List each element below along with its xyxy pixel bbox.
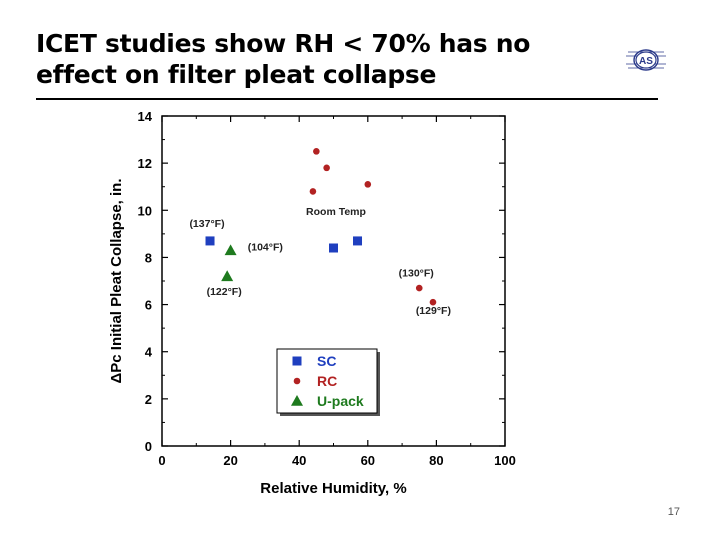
rc-point: [323, 164, 330, 172]
rc-point: [364, 181, 372, 188]
annotation-label: Room Temp: [306, 206, 366, 218]
y-tick-label: 6: [145, 298, 152, 313]
u-pack-point: [221, 270, 234, 282]
y-tick-label: 14: [138, 109, 153, 124]
y-tick-label: 0: [145, 439, 152, 454]
legend-label: U-pack: [317, 393, 364, 409]
y-tick-label: 10: [138, 203, 152, 218]
x-tick-label: 20: [223, 453, 237, 468]
rc-point: [313, 148, 320, 155]
x-tick-label: 0: [158, 453, 165, 468]
y-tick-label: 2: [145, 392, 152, 407]
legend-marker: [292, 356, 302, 366]
x-tick-label: 40: [292, 453, 306, 468]
title-divider: [36, 98, 658, 100]
u-pack-point: [224, 244, 237, 256]
legend-marker: [291, 395, 303, 406]
sc-point: [329, 243, 338, 253]
slide-title: ICET studies show RH < 70% has no effect…: [36, 29, 531, 89]
y-tick-label: 4: [145, 345, 153, 360]
y-tick-label: 12: [138, 156, 152, 171]
annotation-label: (122°F): [207, 286, 242, 298]
rc-point: [429, 298, 437, 306]
page-number: 17: [667, 506, 680, 518]
annotation-label: (104°F): [248, 241, 283, 253]
as-logo: AS: [626, 49, 666, 71]
legend-label: SC: [317, 353, 336, 369]
sc-point: [205, 236, 215, 246]
x-axis-label: Relative Humidity, %: [260, 480, 406, 497]
legend-label: RC: [317, 373, 337, 389]
annotation-label: (130°F): [399, 267, 434, 279]
rc-point: [415, 284, 423, 292]
logo-text: AS: [639, 56, 653, 67]
y-tick-label: 8: [145, 250, 152, 265]
annotation-label: (137°F): [189, 218, 224, 230]
sc-point: [353, 236, 363, 246]
legend-marker: [293, 377, 301, 385]
rc-point: [309, 188, 317, 195]
x-tick-label: 100: [494, 453, 516, 468]
x-tick-label: 60: [361, 453, 375, 468]
x-tick-label: 80: [429, 453, 443, 468]
annotation-label: (129°F): [416, 305, 451, 317]
y-axis-label: ΔPc Initial Pleat Collapse, in.: [108, 178, 125, 383]
